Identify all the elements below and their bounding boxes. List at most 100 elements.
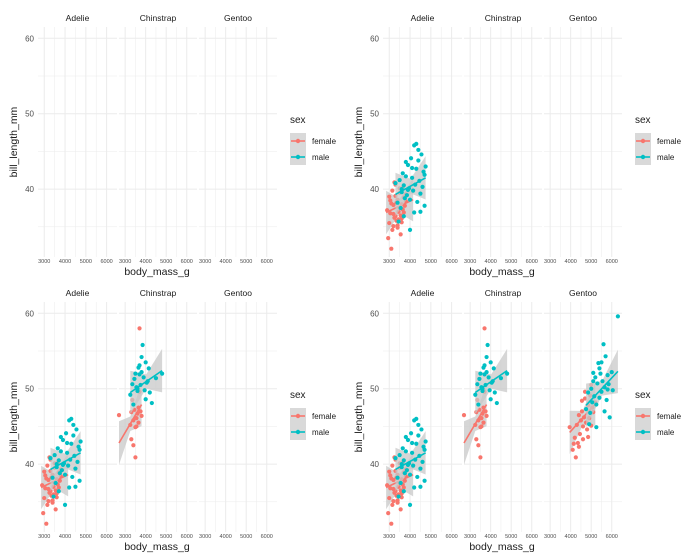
data-point-male — [602, 409, 607, 414]
x-tick-label: 6000 — [261, 534, 273, 540]
x-tick-label: 5000 — [240, 259, 252, 265]
data-point-male — [143, 360, 148, 365]
data-point-male — [48, 455, 53, 461]
legend: sex female male — [290, 115, 337, 165]
x-tick-label: 4000 — [565, 259, 577, 265]
legend-title: sex — [635, 115, 651, 126]
data-point-female — [573, 455, 578, 460]
data-point-male — [423, 164, 428, 169]
data-point-female — [137, 326, 142, 331]
data-point-male — [160, 371, 165, 376]
data-point-male — [410, 440, 415, 446]
data-point-male — [475, 382, 480, 387]
x-tick-label: 4000 — [220, 534, 232, 540]
fit-line-male — [395, 452, 427, 471]
data-point-female — [484, 413, 489, 418]
data-point-male — [393, 455, 398, 461]
x-tick-label: 6000 — [445, 534, 457, 540]
fit-line-female — [463, 404, 488, 444]
x-tick-label: 4000 — [485, 534, 497, 540]
data-point-male — [53, 480, 58, 486]
data-point-female — [576, 413, 581, 418]
fit-line-male — [585, 370, 619, 406]
data-point-male — [403, 174, 408, 179]
y-tick-label: 40 — [370, 460, 379, 469]
data-point-male — [492, 390, 497, 395]
data-point-female — [398, 232, 403, 237]
legend-key-point — [640, 138, 646, 144]
facet-adelie: Adelie 3000 4000 5000 6000 — [383, 13, 462, 265]
x-tick-label: 3000 — [199, 259, 211, 265]
data-point-female — [134, 416, 139, 421]
data-point-female — [579, 398, 585, 403]
data-point-male — [396, 219, 401, 224]
data-point-male — [605, 387, 610, 392]
data-point-female — [586, 434, 591, 440]
data-point-male — [65, 440, 70, 446]
data-point-male — [422, 478, 427, 483]
data-point-male — [407, 472, 413, 477]
x-tick-label: 4000 — [404, 259, 416, 265]
x-tick-label: 5000 — [160, 259, 172, 265]
facet-strip-label: Gentoo — [224, 13, 252, 23]
data-point-male — [58, 449, 63, 454]
facet-gentoo: Gentoo 3000 4000 5000 6000 — [544, 288, 622, 540]
data-point-male — [393, 180, 398, 186]
data-point-male — [484, 354, 489, 360]
y-tick-label: 60 — [370, 309, 379, 318]
x-tick-label: 6000 — [606, 259, 618, 265]
data-point-female — [576, 444, 581, 449]
legend: sex female male — [635, 115, 682, 165]
data-point-male — [418, 191, 423, 196]
data-point-male — [597, 366, 602, 371]
legend-item-male: male — [290, 149, 330, 165]
data-point-male — [73, 484, 78, 489]
x-tick-label: 4000 — [220, 259, 232, 265]
data-point-female — [479, 424, 484, 429]
data-point-male — [395, 200, 400, 205]
data-point-male — [407, 502, 413, 507]
x-tick-label: 3000 — [119, 534, 131, 540]
data-point-male — [418, 466, 423, 471]
data-point-female — [575, 440, 580, 446]
data-point-male — [412, 210, 417, 215]
facet-chinstrap: Chinstrap 3000 4000 5000 6000 — [461, 288, 542, 540]
y-tick-label: 60 — [25, 34, 34, 43]
data-point-male — [597, 395, 602, 400]
facet-gentoo: Gentoo 3000 4000 5000 6000 — [544, 13, 622, 265]
data-point-male — [58, 434, 63, 440]
data-point-male — [473, 392, 478, 397]
data-point-male — [74, 427, 79, 432]
legend-item-label: female — [657, 137, 682, 146]
data-point-male — [396, 494, 401, 499]
data-point-male — [594, 402, 599, 407]
data-point-female — [386, 511, 391, 516]
data-point-male — [598, 371, 603, 376]
x-tick-label: 4000 — [59, 259, 71, 265]
data-point-male — [398, 205, 403, 211]
data-point-female — [580, 437, 586, 442]
data-point-female — [41, 511, 46, 516]
x-axis-title: body_mass_g — [469, 541, 535, 553]
data-point-male — [604, 397, 609, 403]
x-tick-label: 5000 — [425, 259, 437, 265]
data-point-male — [419, 152, 424, 157]
data-point-male — [401, 214, 406, 219]
y-tick-label: 50 — [25, 110, 34, 119]
data-point-female — [389, 521, 394, 526]
data-point-male — [398, 480, 403, 486]
fit-line-male — [129, 369, 163, 394]
facet-strip-label: Adelie — [66, 288, 90, 298]
data-point-male — [71, 422, 76, 428]
x-tick-label: 3000 — [544, 259, 556, 265]
data-point-male — [139, 354, 144, 360]
x-axis-title: body_mass_g — [124, 541, 190, 553]
data-point-male — [137, 363, 142, 368]
fit-line-female — [118, 404, 143, 444]
data-point-male — [414, 441, 419, 446]
x-tick-label: 6000 — [606, 534, 618, 540]
data-point-female — [391, 211, 396, 217]
y-tick-label: 50 — [25, 385, 34, 394]
data-point-female — [395, 498, 400, 503]
data-point-male — [397, 452, 402, 458]
